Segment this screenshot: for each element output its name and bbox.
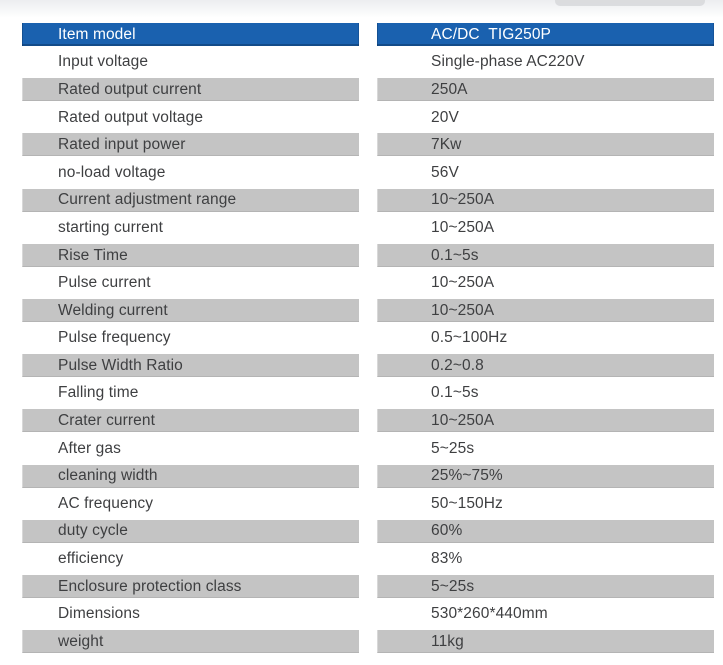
spec-label-cell: Falling time [58,384,139,402]
spec-value-cell: 10~250A [377,298,714,322]
spec-value-cell: 0.5~100Hz [431,329,508,347]
spec-label-cell: Current adjustment range [22,188,359,212]
top-edge-artifact [555,0,705,6]
table-row: Pulse Width Ratio 0.2~0.8 [0,354,714,378]
spec-label-cell: Pulse Width Ratio [22,354,359,378]
table-row: Rated output voltage 20V [0,106,714,129]
table-row: efficiency 83% [0,547,714,570]
table-row: starting current 10~250A [0,216,714,239]
table-row: Pulse frequency 0.5~100Hz [0,327,714,350]
table-row: duty cycle 60% [0,519,714,543]
spec-label-cell: Rated output voltage [58,108,204,126]
spec-value-cell: 11kg [377,630,714,654]
spec-table: Item model AC/DC TIG250P Input voltage S… [0,23,714,654]
table-row: Input voltage Single-phase AC220V [0,51,714,74]
header-value-cell: AC/DC TIG250P [377,23,714,46]
table-header-row: Item model AC/DC TIG250P [0,23,714,46]
spec-value-cell: 50~150Hz [431,494,503,512]
table-row: Rated input power 7Kw [0,133,714,157]
spec-value-cell: 0.1~5s [377,243,714,267]
spec-label-cell: Pulse current [58,274,151,292]
table-row: Rise Time 0.1~5s [0,243,714,267]
spec-value-cell: 10~250A [377,188,714,212]
table-row: Falling time 0.1~5s [0,382,714,405]
table-row: cleaning width 25%~75% [0,464,714,488]
table-row: Enclosure protection class 5~25s [0,574,714,598]
table-row: Welding current 10~250A [0,298,714,322]
spec-value-cell: 10~250A [431,218,495,236]
spec-label-cell: starting current [58,218,163,236]
spec-label-cell: efficiency [58,550,124,568]
spec-value-cell: 7Kw [377,133,714,157]
spec-label-cell: AC frequency [58,494,154,512]
spec-value-cell: 83% [431,550,463,568]
spec-label-cell: Welding current [22,298,359,322]
spec-label-cell: duty cycle [22,519,359,543]
spec-value-cell: 530*260*440mm [431,605,548,623]
spec-label-cell: Crater current [22,409,359,433]
table-row: Pulse current 10~250A [0,271,714,294]
spec-label-cell: Pulse frequency [58,329,171,347]
spec-value-cell: 5~25s [377,574,714,598]
spec-label-cell: Rated input power [22,133,359,157]
spec-label-cell: Rise Time [22,243,359,267]
spec-value-cell: 56V [431,163,459,181]
spec-value-cell: 250A [377,78,714,102]
spec-label-cell: Dimensions [58,605,140,623]
spec-label-cell: Input voltage [58,53,149,71]
table-row: Crater current 10~250A [0,409,714,433]
table-row: weight 11kg [0,630,714,654]
table-row: no-load voltage 56V [0,161,714,184]
header-label-cell: Item model [22,23,359,46]
spec-value-cell: 60% [377,519,714,543]
spec-label-cell: After gas [58,439,121,457]
spec-value-cell: 0.1~5s [431,384,479,402]
spec-label-cell: cleaning width [22,464,359,488]
spec-label-cell: weight [22,630,359,654]
spec-value-cell: 5~25s [431,439,475,457]
spec-value-cell: 10~250A [377,409,714,433]
spec-label-cell: Enclosure protection class [22,574,359,598]
spec-value-cell: Single-phase AC220V [431,53,585,71]
table-row: Dimensions 530*260*440mm [0,602,714,625]
table-row: After gas 5~25s [0,437,714,460]
spec-value-cell: 10~250A [431,274,495,292]
spec-label-cell: no-load voltage [58,163,166,181]
spec-value-cell: 0.2~0.8 [377,354,714,378]
spec-value-cell: 20V [431,108,459,126]
spec-value-cell: 25%~75% [377,464,714,488]
table-row: AC frequency 50~150Hz [0,492,714,515]
table-row: Current adjustment range 10~250A [0,188,714,212]
spec-label-cell: Rated output current [22,78,359,102]
table-row: Rated output current 250A [0,78,714,102]
